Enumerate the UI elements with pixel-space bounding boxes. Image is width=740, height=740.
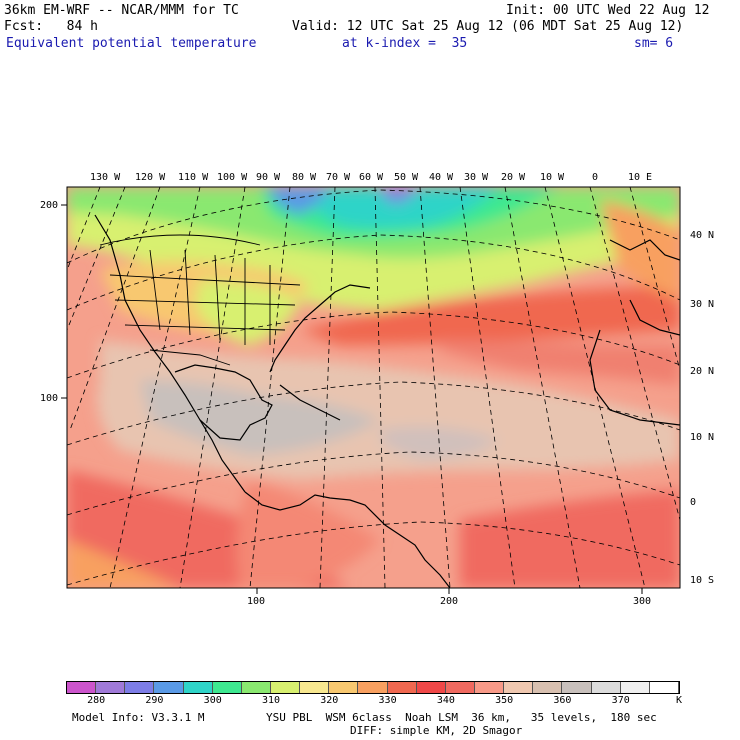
lon-label: 120 W	[135, 172, 166, 183]
colorbar-swatch	[154, 682, 184, 693]
colorbar-swatch	[533, 682, 563, 693]
colorbar-swatch	[620, 682, 650, 693]
colorbar-swatch	[358, 682, 388, 693]
level-index: at k-index = 35	[342, 36, 468, 51]
lon-label: 20 W	[501, 172, 526, 183]
grid-label-left: 200	[40, 200, 59, 211]
lon-label: 110 W	[178, 172, 209, 183]
lat-label: 40 N	[690, 230, 715, 241]
lon-label: 40 W	[429, 172, 454, 183]
colorbar-swatch	[416, 682, 446, 693]
colorbar-swatch	[125, 682, 155, 693]
colorbar-swatch	[183, 682, 213, 693]
lon-label: 0	[592, 172, 599, 183]
grid-label-left: 100	[40, 393, 59, 404]
colorbar-swatch	[300, 682, 330, 693]
lon-label: 70 W	[326, 172, 351, 183]
colorbar-frame	[66, 681, 680, 694]
colorbar-swatch	[212, 682, 242, 693]
colorbar-tick-label: 340	[436, 695, 455, 706]
grid-label-bottom: 300	[633, 596, 652, 607]
graticule	[67, 187, 680, 588]
political-borders	[99, 234, 301, 366]
model-info: Model Info: V3.3.1 M	[72, 711, 205, 724]
colorbar-swatch	[475, 682, 505, 693]
field-name: Equivalent potential temperature	[6, 36, 257, 51]
grid-label-bottom: 100	[247, 596, 266, 607]
colorbar-tick-label: 320	[320, 695, 339, 706]
colorbar-tick-label: 290	[145, 695, 164, 706]
valid-time: Valid: 12 UTC Sat 25 Aug 12 (06 MDT Sat …	[292, 19, 684, 34]
model-title: 36km EM-WRF -- NCAR/MMM for TC	[4, 3, 239, 18]
colorbar-swatch	[591, 682, 621, 693]
grid-label-bottom: 200	[440, 596, 459, 607]
lat-label: 20 N	[690, 366, 715, 377]
colorbar-swatch	[241, 682, 271, 693]
colorbar-swatch	[562, 682, 592, 693]
lat-label: 30 N	[690, 299, 715, 310]
lat-label: 10 S	[690, 575, 715, 586]
colorbar-unit: K	[676, 695, 683, 706]
colorbar-tick-label: 300	[203, 695, 222, 706]
lon-label: 130 W	[90, 172, 121, 183]
coastlines	[94, 214, 680, 588]
temperature-field	[67, 187, 680, 588]
lon-label: 10 E	[628, 172, 653, 183]
lat-label: 0	[690, 497, 697, 508]
colorbar-tick-label: 310	[261, 695, 281, 706]
lon-label: 10 W	[540, 172, 565, 183]
smoothing: sm= 6	[634, 36, 674, 51]
colorbar-swatch	[271, 682, 301, 693]
colorbar-tick-label: 370	[611, 695, 630, 706]
lon-label: 80 W	[292, 172, 317, 183]
colorbar-swatch	[504, 682, 534, 693]
colorbar-swatch	[445, 682, 475, 693]
colorbar-swatch	[96, 682, 126, 693]
lon-label: 100 W	[217, 172, 248, 183]
lat-label: 10 N	[690, 432, 715, 443]
colorbar-swatch	[649, 682, 679, 693]
colorbar-tick-label: 360	[553, 695, 572, 706]
lon-label: 30 W	[464, 172, 489, 183]
colorbar-tick-label: 330	[378, 695, 397, 706]
physics-info: YSU PBL WSM 6class Noah LSM 36 km, 35 le…	[266, 711, 657, 724]
colorbar-swatch	[387, 682, 417, 693]
lon-label: 60 W	[359, 172, 384, 183]
forecast-hour: Fcst: 84 h	[4, 19, 98, 34]
init-time: Init: 00 UTC Wed 22 Aug 12	[506, 3, 710, 18]
lon-label: 90 W	[256, 172, 281, 183]
grid-ticks	[61, 204, 643, 594]
map-frame	[66, 186, 681, 589]
diffusion-info: DIFF: simple KM, 2D Smagor	[350, 724, 523, 737]
colorbar-tick-label: 280	[87, 695, 106, 706]
colorbar-swatch	[329, 682, 359, 693]
colorbar-swatch	[67, 682, 97, 693]
colorbar-tick-label: 350	[495, 695, 514, 706]
lon-label: 50 W	[394, 172, 419, 183]
